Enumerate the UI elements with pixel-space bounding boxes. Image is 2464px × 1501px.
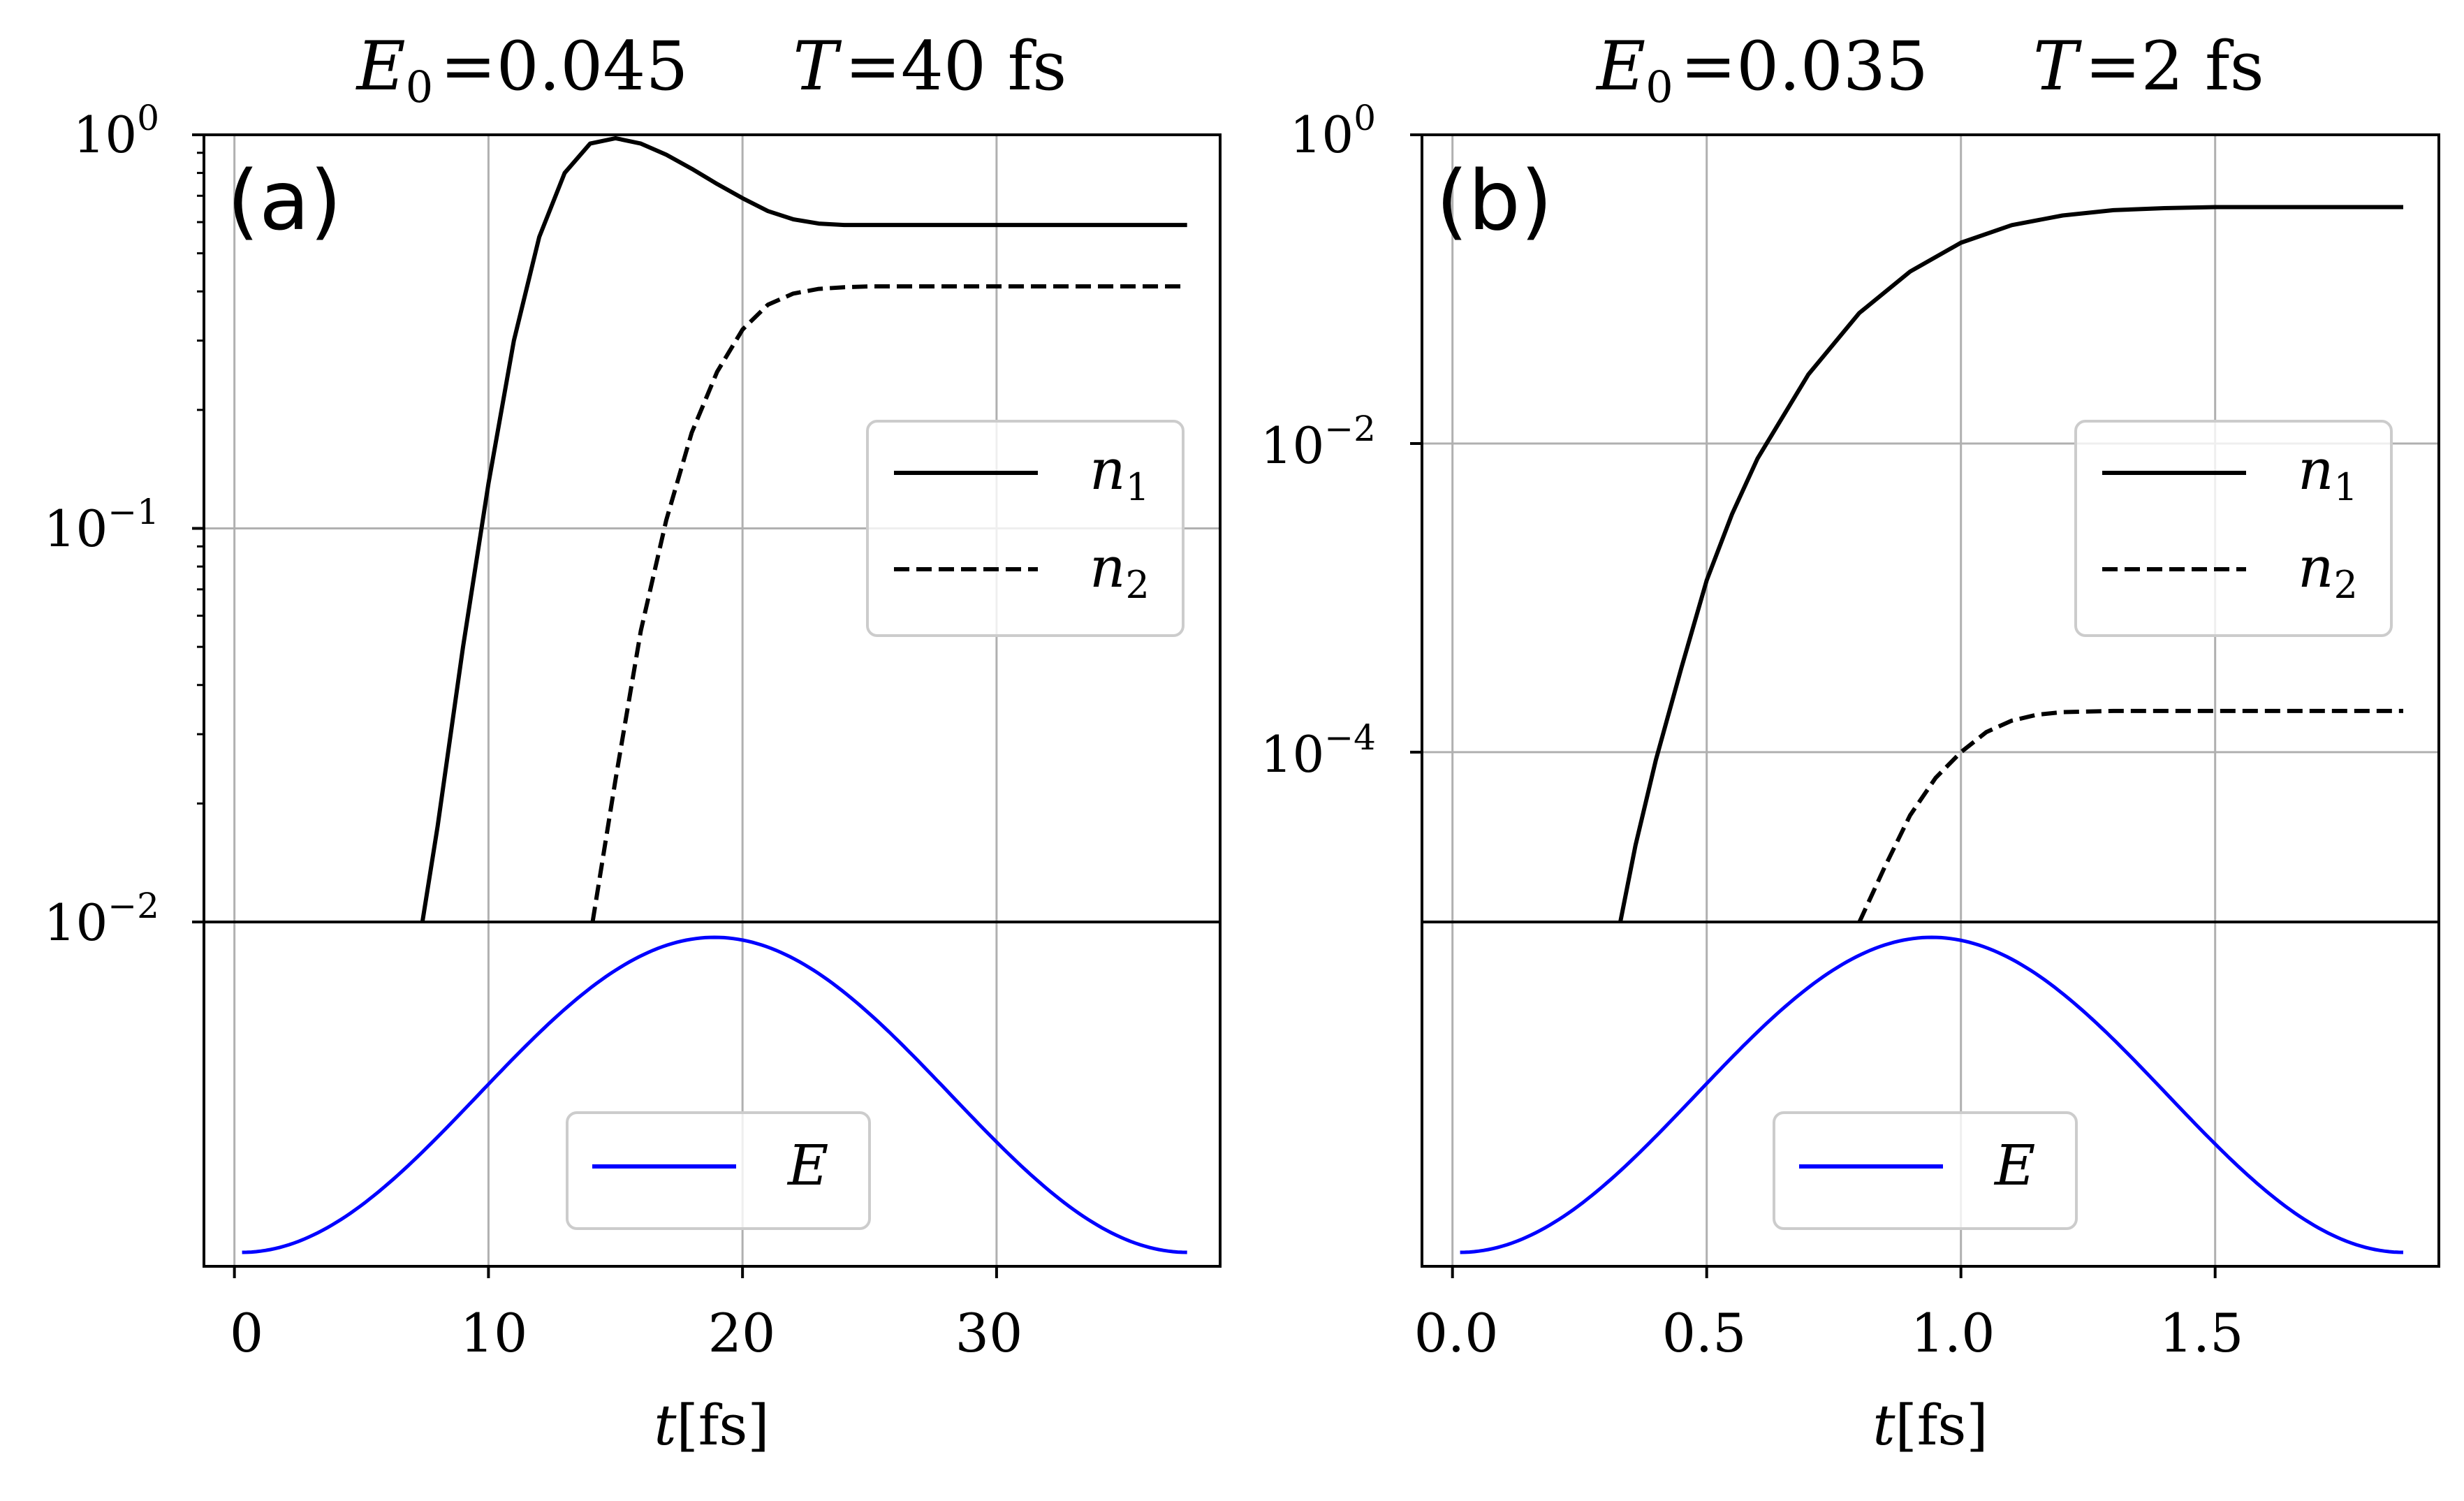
legend-a-lower-box [566,1111,871,1230]
panel-a-lower-lines [242,935,1187,1254]
title-a-field-symbol: E [355,27,406,105]
panel-a-ytick-labels: 100 10−1 10−2 [44,98,159,952]
title-b-field-symbol: E [1595,27,1645,105]
series-n1-line [420,136,1187,922]
xtick-b-1.0: 1.0 [1911,1302,1995,1364]
panel-b-upper-legend: n1 n2 [2074,420,2393,637]
xtick-b-1.5: 1.5 [2159,1302,2244,1364]
panel-a-upper-lines [420,136,1187,922]
panel-b-grid [1422,135,2439,1266]
legend-a-e-label: E [786,1133,828,1198]
panel-b-upper-lines [1618,205,2403,922]
panel-b-title: E0 =0.035 T =2 fs [1595,27,2264,112]
title-b-field-value: =0.035 [1680,27,1928,105]
ytick-a-1e-1: 10−1 [44,492,159,558]
title-a-period-symbol: T [793,27,842,105]
panel-a-upper-legend: n1 n2 [866,420,1185,637]
panel-a-title: E0 =0.045 T =40 fs [355,27,1067,112]
panel-a-grid [204,135,1220,1266]
panel-b-lower-lines [1460,935,2404,1254]
legend-b-e-label: E [1993,1133,2035,1198]
series-E-line [242,935,1187,1254]
xtick-b-0.5: 0.5 [1662,1302,1747,1364]
legend-b-n2-label: n2 [2298,535,2358,607]
panel-a-ticks [192,133,998,1278]
title-a-field-sub: 0 [406,61,433,112]
xtick-b-0.0: 0.0 [1414,1302,1499,1364]
series-n2-line [590,284,1187,922]
panel-b-xtick-labels: 0.0 0.5 1.0 1.5 [1414,1302,2244,1364]
panel-b-ytick-labels: 100 10−2 10−4 [1261,98,1376,784]
ytick-b-1e-4: 10−4 [1261,717,1376,784]
title-b-period-value: =2 fs [2085,27,2264,105]
panel-a-label: (a) [227,152,342,249]
panel-b-lower-legend: E [1773,1111,2078,1230]
panel-b-label: (b) [1436,152,1553,249]
panel-a-xlabel: t[fs] [654,1393,769,1458]
panel-b-ticks [1410,133,2217,1278]
panel-a-lower-legend: E [566,1111,871,1230]
series-n2-line [1857,708,2403,922]
panel-a-lower-frame [203,921,1222,1268]
xtick-a-0: 0 [230,1302,263,1364]
panel-a: E0 =0.045 T =40 fs (a) 100 10−1 10−2 0 10 2… [44,27,1222,1458]
xtick-a-20: 20 [708,1302,776,1364]
legend-b-n1-label: n1 [2298,437,2358,509]
ytick-b-1e0: 100 [1290,98,1376,164]
panel-b-xlabel: t[fs] [1872,1393,1988,1458]
xtick-a-10: 10 [460,1302,528,1364]
ytick-a-1e-2: 10−2 [44,886,159,952]
legend-b-lower-box [1773,1111,2078,1230]
panel-a-xtick-labels: 0 10 20 30 [230,1302,1023,1364]
series-n1-line [1618,205,2403,922]
panel-b-lower-frame [1421,921,2440,1268]
series-E-line [1460,935,2404,1254]
ytick-b-1e-2: 10−2 [1261,409,1376,475]
ytick-a-1e0: 100 [73,98,159,164]
legend-a-n2-label: n2 [1090,535,1150,607]
panel-b: E0 =0.035 T =2 fs (b) 100 10−2 10−4 0.0 0.5… [1261,27,2440,1458]
title-b-period-symbol: T [2033,27,2082,105]
legend-a-n1-label: n1 [1090,437,1150,509]
title-a-field-value: =0.045 [440,27,688,105]
title-a-period-value: =40 fs [844,27,1066,105]
xtick-a-30: 30 [955,1302,1023,1364]
title-b-field-sub: 0 [1645,61,1673,112]
